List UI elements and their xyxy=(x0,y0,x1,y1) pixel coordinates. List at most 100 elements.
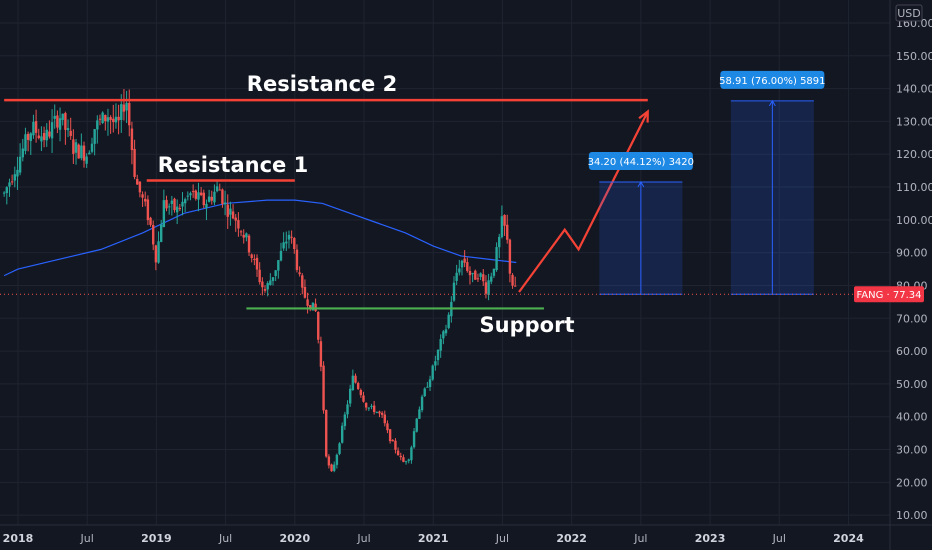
candle-body xyxy=(396,450,400,456)
candle-body xyxy=(154,245,158,263)
candle-body xyxy=(298,272,301,275)
candle-body xyxy=(234,217,237,221)
candle-body xyxy=(418,409,421,419)
candle-body xyxy=(194,190,198,199)
candle-body xyxy=(48,131,51,137)
candle-body xyxy=(149,217,152,225)
candle-body xyxy=(221,189,224,204)
candle-body xyxy=(391,440,394,442)
candle-body xyxy=(309,305,312,310)
candle-body xyxy=(106,117,110,122)
candle-body xyxy=(88,152,91,155)
candle-body xyxy=(114,116,118,123)
candle-body xyxy=(479,273,482,277)
candle-body xyxy=(72,139,75,154)
candle-body xyxy=(279,250,283,261)
candle-body xyxy=(404,461,408,463)
y-tick-label: 50.00 xyxy=(896,378,928,391)
candle-body xyxy=(40,136,43,142)
candle-body xyxy=(191,191,195,193)
candle-body xyxy=(202,192,205,206)
candle-body xyxy=(301,275,304,288)
candle-body xyxy=(210,196,213,201)
candle-body xyxy=(434,361,437,366)
candle-body xyxy=(207,196,211,202)
candle-body xyxy=(498,236,501,248)
candle-body xyxy=(399,455,402,458)
candle-body xyxy=(186,195,190,197)
candle-body xyxy=(356,383,360,390)
moving-average xyxy=(3,199,517,277)
candle-body xyxy=(364,402,368,408)
x-tick-label: 2020 xyxy=(280,532,311,545)
candle-body xyxy=(104,114,107,122)
candle-body xyxy=(500,216,504,238)
candle-body xyxy=(173,198,176,211)
candle-body xyxy=(58,118,62,130)
candle-body xyxy=(325,409,328,457)
candles xyxy=(2,88,517,473)
candle-body xyxy=(383,414,386,424)
candle-body xyxy=(285,241,288,244)
candle-body xyxy=(487,280,490,295)
candle-body xyxy=(484,282,488,294)
candle-body xyxy=(492,268,496,276)
candle-body xyxy=(215,186,219,192)
currency-badge xyxy=(895,4,923,22)
candle-body xyxy=(471,273,474,275)
candle-body xyxy=(183,199,187,204)
candle-body xyxy=(506,224,509,240)
candle-body xyxy=(109,117,112,120)
candle-body xyxy=(242,234,245,238)
candle-body xyxy=(250,254,253,259)
candle-body xyxy=(431,365,434,380)
candle-body xyxy=(98,118,102,120)
candle-body xyxy=(511,274,514,286)
x-tick-label: 2018 xyxy=(3,532,34,545)
candle-body xyxy=(64,113,67,130)
candle-body xyxy=(69,130,72,136)
candle-body xyxy=(420,396,424,411)
candle-body xyxy=(141,194,144,198)
x-tick-label: 2023 xyxy=(695,532,726,545)
target-1-arrow-icon xyxy=(637,181,645,188)
candle-body xyxy=(144,198,147,202)
candle-body xyxy=(80,145,83,159)
candle-body xyxy=(442,331,445,339)
y-tick-label: 60.00 xyxy=(896,345,928,358)
candle-body xyxy=(18,156,22,173)
target-2-label: 58.91 (76.00%) 5891 xyxy=(719,76,825,87)
candle-body xyxy=(378,411,381,414)
candle-body xyxy=(165,199,168,209)
candle-body xyxy=(152,224,155,245)
candle-body xyxy=(338,443,341,454)
candle-body xyxy=(26,133,30,140)
candle-body xyxy=(189,193,192,196)
candle-body xyxy=(5,187,9,193)
annotations: Resistance 2 Resistance 1 Support 34.20 (44… xyxy=(4,70,826,337)
candle-body xyxy=(354,375,357,383)
candle-body xyxy=(258,269,261,283)
currency-label: USD xyxy=(897,7,921,20)
y-tick-label: 120.00 xyxy=(896,148,932,161)
candle-body xyxy=(261,281,264,288)
y-tick-label: 70.00 xyxy=(896,312,928,325)
candle-body xyxy=(181,201,184,207)
resistance-1-label: Resistance 1 xyxy=(158,153,308,177)
candle-body xyxy=(24,134,27,151)
candle-body xyxy=(319,341,323,367)
candle-body xyxy=(61,113,64,120)
candle-body xyxy=(56,115,59,128)
target-1-label-box xyxy=(588,151,693,170)
candle-body xyxy=(460,260,464,268)
candle-body xyxy=(16,169,19,177)
candle-body xyxy=(82,145,86,161)
candle-body xyxy=(303,287,307,298)
candle-body xyxy=(175,206,179,213)
candle-body xyxy=(495,247,498,270)
candle-body xyxy=(394,440,397,450)
candle-body xyxy=(452,282,456,301)
y-tick-label: 110.00 xyxy=(896,181,932,194)
candle-body xyxy=(503,214,506,226)
